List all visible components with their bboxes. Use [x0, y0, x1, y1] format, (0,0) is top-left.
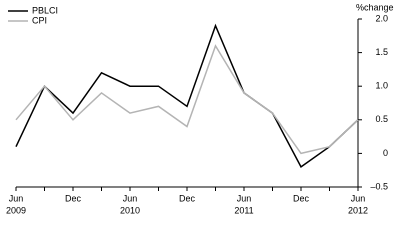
x-year-label: 2009: [6, 205, 26, 215]
legend-label: CPI: [32, 15, 47, 25]
chart: %change –0.5 0 0.5 1.0 1.5 2.0 Jun 2009 Dec Jun 20…: [6, 2, 394, 215]
x-year-label: 2010: [120, 205, 140, 215]
x-tick-label: Jun: [351, 193, 366, 203]
y-tick-label: 1.5: [375, 47, 388, 57]
x-tick-label: Dec: [293, 193, 310, 203]
series-line: [15, 23, 359, 168]
x-tick-label: Jun: [9, 193, 24, 203]
x-tick-label: Jun: [237, 193, 252, 203]
y-tick-label: 1.0: [375, 81, 388, 91]
legend-label: PBLCI: [32, 5, 58, 15]
x-year-label: 2011: [234, 205, 253, 215]
y-tick-label: –0.5: [370, 181, 388, 191]
y-tick-label: 0: [383, 148, 388, 158]
x-tick-label: Dec: [179, 193, 196, 203]
x-tick-label: Jun: [123, 193, 138, 203]
y-axis-label: %change: [356, 2, 394, 12]
x-tick-label: Dec: [65, 193, 82, 203]
series-line: [15, 44, 359, 155]
y-tick-label: 0.5: [375, 114, 388, 124]
x-year-label: 2012: [348, 205, 368, 215]
y-tick-label: 2.0: [375, 13, 388, 23]
